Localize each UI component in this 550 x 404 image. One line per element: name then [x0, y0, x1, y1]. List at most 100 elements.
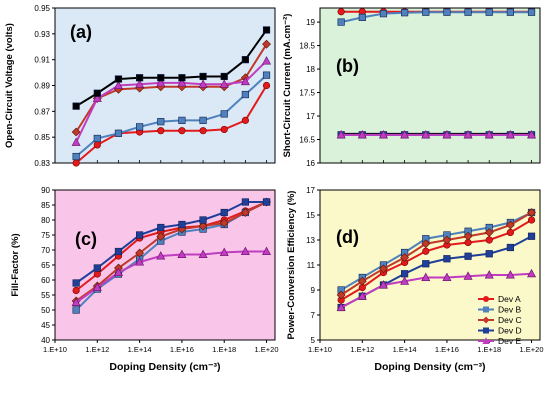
data-point-E	[262, 246, 272, 255]
data-point-C	[198, 221, 208, 231]
y-tick-label: 17.5	[299, 89, 315, 98]
data-point-D	[527, 232, 536, 240]
panel-a: 0.83 0.85 0.87 0.89 0.91 0.93 0.95 (a) Open-Circ…	[4, 4, 276, 168]
series-line-top_line_a	[75, 29, 268, 108]
legend-marker	[482, 316, 490, 324]
y-tick-label: 17	[306, 186, 315, 195]
data-point-A	[72, 286, 80, 295]
data-point-A	[93, 141, 101, 149]
panel-b: 16 16.5 17 17.5 18 18.5 19 (b) Short-Circuit Cur…	[282, 7, 541, 168]
legend-label: Dev E	[498, 336, 521, 346]
data-point-E	[71, 297, 81, 307]
data-point-E	[484, 129, 494, 139]
data-point-E	[71, 137, 81, 146]
data-point-C	[421, 239, 431, 249]
y-tick-label: 90	[41, 186, 50, 195]
data-point-C	[219, 218, 229, 228]
x-axis-label: Doping Density (cm⁻³)	[109, 361, 220, 373]
data-point-B	[422, 8, 430, 16]
panel-label: (c)	[75, 229, 97, 249]
y-tick-label: 80	[41, 216, 50, 225]
legend-label: Dev B	[498, 305, 521, 315]
panel-label: (a)	[70, 22, 92, 42]
x-tick-label: 1.E+20	[255, 345, 279, 354]
data-point-E	[198, 249, 208, 259]
data-point-D	[422, 260, 430, 268]
y-tick-label: 0.91	[34, 56, 50, 65]
data-point-E	[113, 80, 123, 89]
data-point-B	[178, 116, 186, 124]
x-tick-label: 1.E+12	[350, 345, 374, 354]
data-point-B	[358, 13, 366, 21]
data-point-D	[178, 220, 186, 229]
series-line-B	[340, 211, 532, 291]
y-tick-label: 65	[41, 261, 50, 270]
data-point-B	[199, 116, 207, 124]
x-tick-label: 1.E+18	[477, 345, 501, 354]
data-point-A	[178, 127, 186, 135]
data-point-E	[219, 247, 229, 256]
data-point-C	[262, 39, 271, 49]
y-tick-label: 17	[306, 112, 315, 121]
data-point-D	[464, 252, 472, 260]
data-point-B	[220, 110, 228, 118]
data-point-E	[463, 271, 473, 280]
data-point-B	[443, 8, 451, 16]
data-point-E	[400, 129, 410, 139]
data-point-B	[506, 8, 514, 16]
data-point-E	[156, 251, 166, 260]
y-tick-label: 18	[306, 65, 315, 74]
data-point-E	[442, 129, 452, 139]
data-point-E	[421, 272, 431, 282]
series-line-E	[75, 60, 268, 143]
legend-marker	[483, 327, 489, 334]
y-tick-label: 40	[41, 336, 50, 345]
data-point-C	[379, 264, 388, 274]
x-axis-label: Doping Density (cm⁻³)	[374, 361, 485, 373]
x-tick-label: 1.E+16	[170, 345, 194, 354]
y-tick-label: 19	[306, 18, 315, 27]
data-point-A	[220, 125, 228, 134]
legend-marker	[482, 337, 490, 344]
data-point-B	[262, 71, 271, 79]
data-point-E	[336, 302, 346, 312]
data-point-B	[157, 118, 165, 126]
data-point-top_line_a	[114, 75, 123, 83]
plot-area	[54, 7, 276, 164]
data-point-E	[442, 272, 452, 282]
plot-area	[319, 7, 541, 164]
data-point-A	[262, 81, 271, 90]
data-point-D	[262, 198, 271, 206]
legend-label: Dev C	[498, 315, 522, 325]
data-point-E	[378, 129, 388, 139]
data-point-D	[220, 208, 228, 217]
data-point-E	[357, 129, 367, 139]
data-point-B	[464, 8, 472, 16]
data-point-E	[484, 270, 494, 279]
y-tick-label: 0.83	[34, 159, 50, 168]
data-point-A	[485, 236, 493, 244]
data-point-B	[337, 18, 345, 26]
y-tick-label: 0.93	[34, 30, 50, 39]
data-point-C	[156, 232, 166, 241]
data-point-B	[401, 9, 409, 17]
data-point-C	[484, 228, 494, 237]
data-point-E	[240, 76, 250, 86]
data-point-B	[136, 123, 144, 131]
y-tick-label: 11	[307, 261, 316, 270]
data-point-top_line_a	[178, 74, 186, 82]
legend-label: Dev D	[498, 326, 522, 336]
data-point-A	[241, 116, 249, 124]
series-line-C	[75, 201, 267, 302]
panel-label: (d)	[336, 227, 359, 247]
data-point-top_line_a	[72, 102, 80, 110]
x-tick-label: 1.E+20	[520, 345, 544, 354]
data-point-E	[505, 270, 515, 279]
data-point-E	[262, 56, 272, 65]
series-line-E	[340, 272, 532, 309]
data-point-A	[199, 127, 207, 135]
data-point-B	[72, 152, 80, 161]
data-point-E	[92, 282, 102, 292]
data-point-C	[400, 253, 410, 262]
